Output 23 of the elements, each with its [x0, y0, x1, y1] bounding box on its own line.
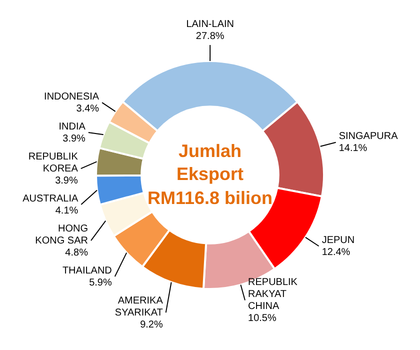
data-label: 12.4% — [322, 246, 350, 258]
slice-label: SINGAPURA — [338, 131, 398, 142]
slice-label: INDONESIA — [44, 91, 100, 102]
slice-label: HONG KONG SAR — [35, 223, 88, 246]
data-label: 3.4% — [76, 103, 100, 114]
data-label: 4.1% — [55, 205, 78, 216]
data-label: 4.8% — [65, 247, 88, 258]
slice-label: REPUBLIK RAKYAT CHINA — [248, 276, 298, 312]
data-label: 14.1% — [338, 143, 368, 154]
data-label: 3.9% — [62, 133, 86, 144]
slice-label: THAILAND — [62, 265, 112, 276]
slice-label: REPUBLIK KOREA — [28, 151, 78, 174]
data-label: 5.9% — [89, 277, 112, 288]
data-label: 27.8% — [196, 30, 224, 42]
data-label: 10.5% — [248, 312, 276, 324]
slice-label: JEPUN — [322, 234, 355, 246]
data-label: 3.9% — [55, 175, 78, 186]
text: Jumlah Eksport RM116.8 bilion — [147, 140, 273, 210]
slice-label: INDIA — [58, 121, 86, 132]
data-label: 9.2% — [140, 319, 163, 330]
slice-label: AUSTRALIA — [22, 193, 78, 204]
slice-label: AMERIKA SYARIKAT — [114, 295, 164, 318]
slice-label: LAIN-LAIN — [186, 18, 234, 30]
